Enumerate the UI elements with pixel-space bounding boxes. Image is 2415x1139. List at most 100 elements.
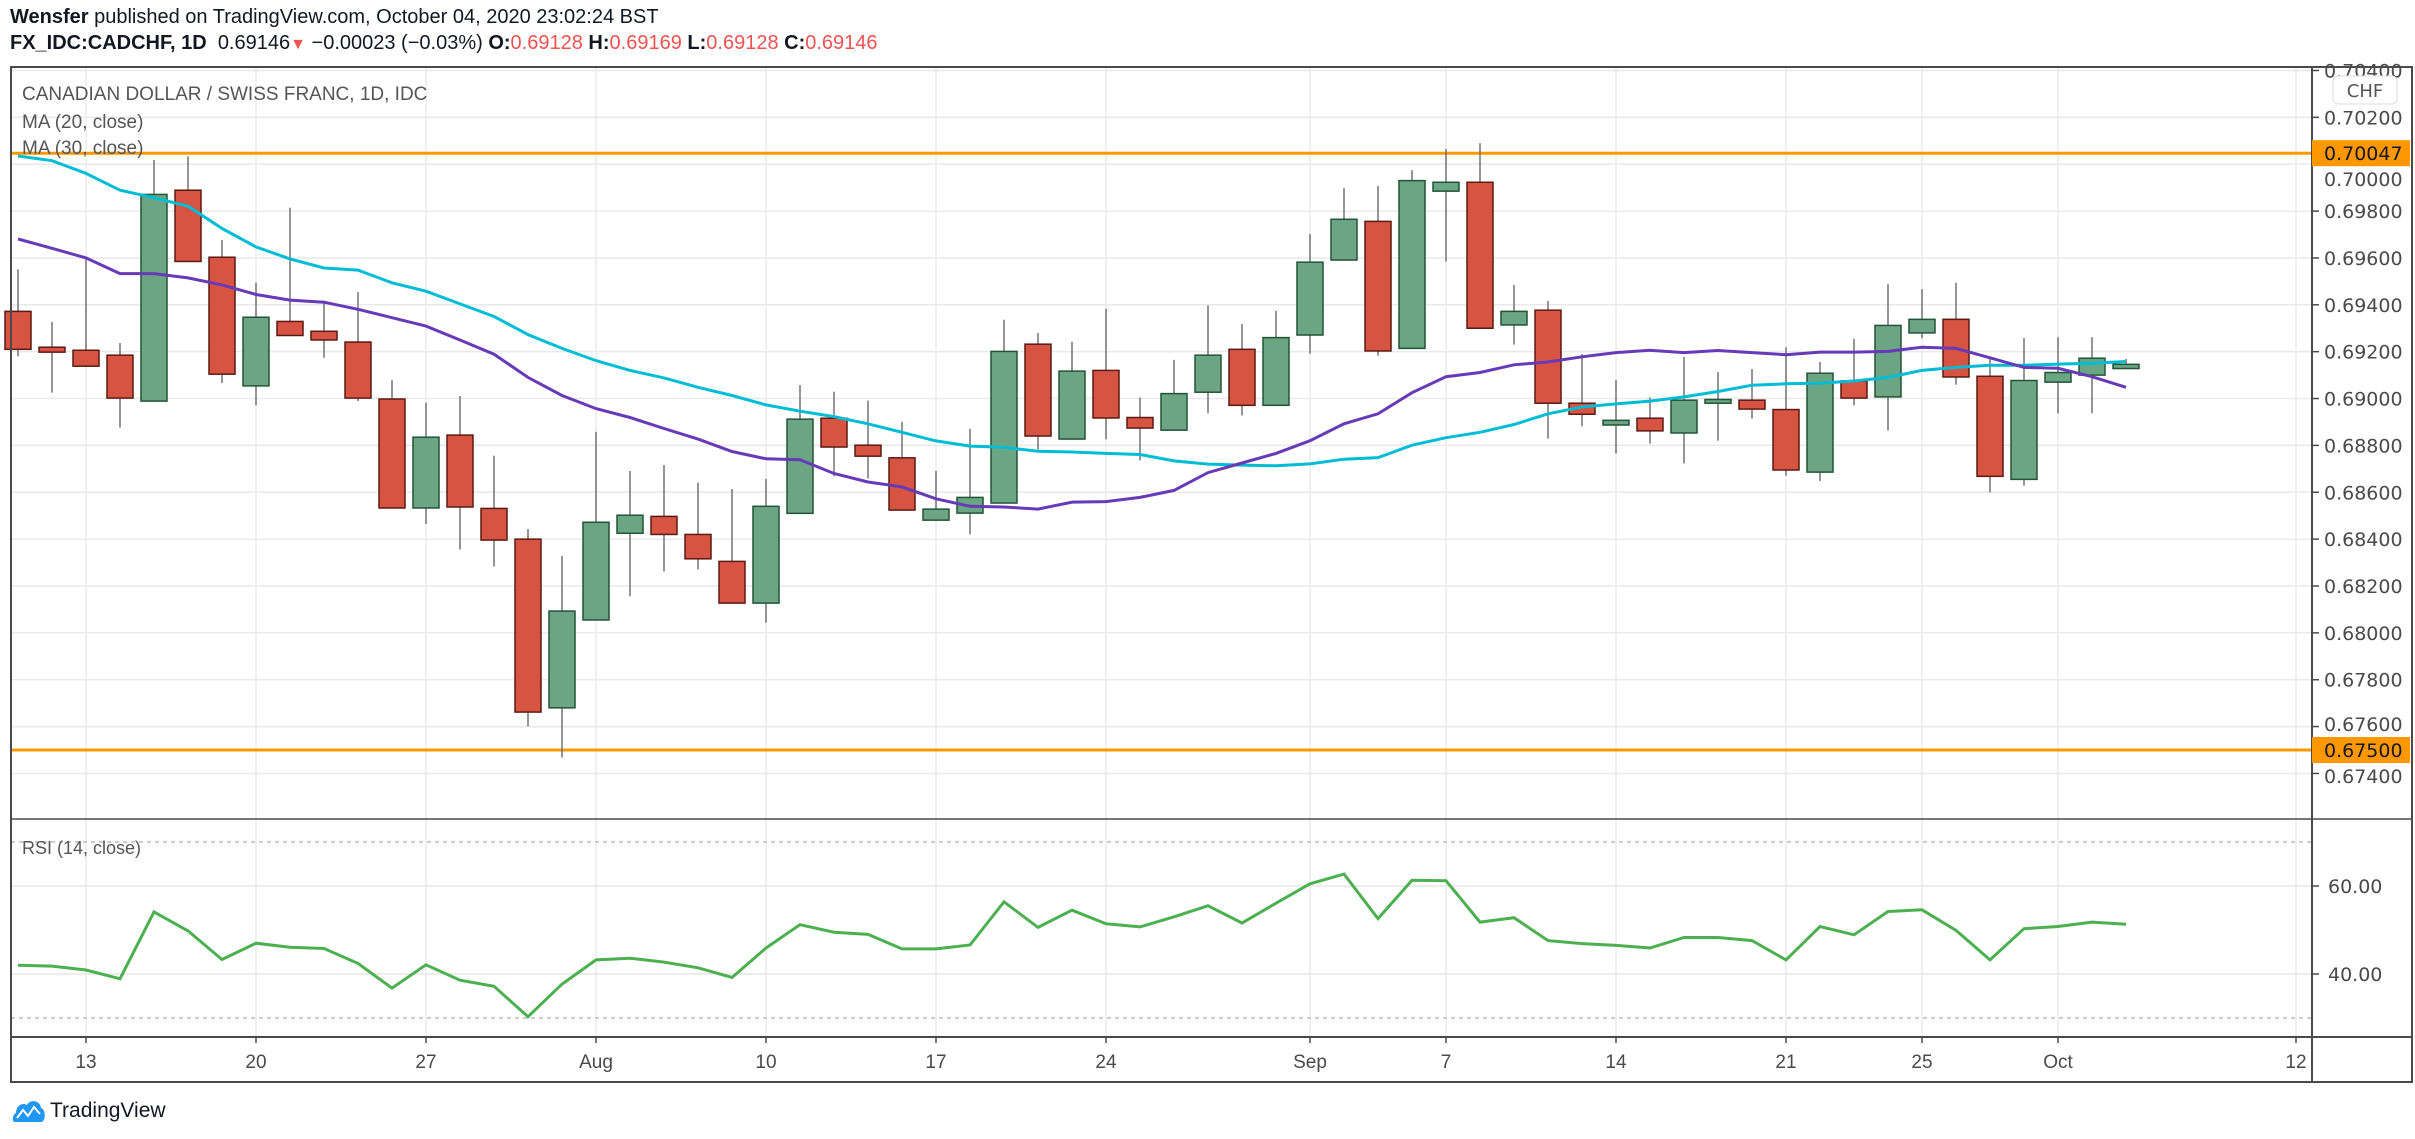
price-tick-label: 0.69800 bbox=[2324, 201, 2403, 223]
candle-up[interactable] bbox=[412, 436, 440, 509]
candle-down[interactable] bbox=[650, 515, 678, 536]
price-level-label: 0.67500 bbox=[2324, 740, 2403, 762]
candle-down[interactable] bbox=[1092, 369, 1120, 419]
candle-down[interactable] bbox=[1466, 181, 1494, 329]
candle-down[interactable] bbox=[888, 457, 916, 511]
candle-down[interactable] bbox=[684, 533, 712, 560]
candle-down[interactable] bbox=[1364, 220, 1392, 352]
candle-up[interactable] bbox=[990, 350, 1018, 504]
candle-up[interactable] bbox=[1398, 179, 1426, 350]
price-tick-label: 0.70000 bbox=[2324, 169, 2403, 191]
price-tick-label: 0.67600 bbox=[2324, 714, 2403, 736]
candle-down[interactable] bbox=[310, 330, 338, 341]
candle-up[interactable] bbox=[140, 193, 168, 402]
price-level-badge bbox=[2312, 140, 2410, 167]
rsi-legend[interactable]: RSI (14, close) bbox=[22, 838, 141, 858]
candle-up[interactable] bbox=[1874, 324, 1902, 398]
candle-up[interactable] bbox=[616, 514, 644, 535]
candle-down[interactable] bbox=[72, 349, 100, 367]
time-tick-label: 25 bbox=[1911, 1052, 1932, 1073]
time-tick-label: 7 bbox=[1441, 1052, 1452, 1073]
price-tick-label: 0.67400 bbox=[2324, 766, 2403, 788]
publish-info: Wensfer published on TradingView.com, Oc… bbox=[10, 6, 659, 29]
candle-down[interactable] bbox=[1024, 343, 1052, 437]
candle-down[interactable] bbox=[1126, 416, 1154, 429]
price-level-label: 0.70047 bbox=[2324, 143, 2403, 165]
candle-up[interactable] bbox=[548, 610, 576, 709]
candle-up[interactable] bbox=[2044, 371, 2072, 383]
candle-up[interactable] bbox=[582, 521, 610, 621]
price-tick-label: 0.68800 bbox=[2324, 435, 2403, 457]
candle-up[interactable] bbox=[922, 508, 950, 521]
ma30-line bbox=[17, 154, 2127, 468]
time-tick-label: 21 bbox=[1775, 1052, 1796, 1073]
open-label: O: bbox=[488, 32, 511, 54]
candle-down[interactable] bbox=[208, 256, 236, 375]
candle-down[interactable] bbox=[854, 444, 882, 457]
candle-up[interactable] bbox=[2112, 363, 2140, 370]
time-tick-label: 13 bbox=[75, 1052, 96, 1073]
axes: 0.704000.702000.700000.698000.696000.694… bbox=[10, 60, 2413, 1083]
ma20-legend[interactable]: MA (20, close) bbox=[22, 112, 143, 133]
tradingview-cloud-icon bbox=[12, 1101, 45, 1122]
candle-down[interactable] bbox=[1228, 348, 1256, 407]
candle-up[interactable] bbox=[2078, 357, 2106, 376]
candle-down[interactable] bbox=[820, 417, 848, 448]
candle-down[interactable] bbox=[106, 354, 134, 399]
tradingview-logo[interactable]: TradingView bbox=[12, 1098, 166, 1124]
candle-down[interactable] bbox=[446, 434, 474, 508]
candle-up[interactable] bbox=[1670, 399, 1698, 434]
close-label: C: bbox=[784, 32, 806, 54]
candle-up[interactable] bbox=[242, 316, 270, 387]
candle-up[interactable] bbox=[1296, 261, 1324, 336]
time-tick-label: Sep bbox=[1293, 1052, 1327, 1073]
high-label: H: bbox=[588, 32, 610, 54]
candle-up[interactable] bbox=[1602, 419, 1630, 426]
candle-down[interactable] bbox=[276, 320, 304, 337]
candle-up[interactable] bbox=[1194, 354, 1222, 393]
candle-down[interactable] bbox=[480, 507, 508, 541]
candle-up[interactable] bbox=[1160, 392, 1188, 431]
price-level-badge bbox=[2312, 737, 2410, 764]
candle-down[interactable] bbox=[4, 310, 32, 351]
author-name[interactable]: Wensfer bbox=[10, 6, 89, 28]
candle-up[interactable] bbox=[1432, 181, 1460, 192]
horizontal-levels[interactable] bbox=[11, 151, 2312, 752]
candle-down[interactable] bbox=[1840, 380, 1868, 399]
ma30-legend[interactable]: MA (30, close) bbox=[22, 138, 143, 159]
rsi-pane bbox=[17, 872, 2127, 1019]
chart-frame bbox=[10, 66, 2413, 1083]
candle-down[interactable] bbox=[1738, 399, 1766, 410]
candle-down[interactable] bbox=[378, 398, 406, 509]
down-arrow-icon: ▼ bbox=[290, 36, 306, 53]
candle-down[interactable] bbox=[1534, 309, 1562, 404]
candle-down[interactable] bbox=[1636, 417, 1664, 432]
candle-down[interactable] bbox=[1976, 375, 2004, 478]
candle-up[interactable] bbox=[1330, 218, 1358, 261]
candle-down[interactable] bbox=[718, 560, 746, 604]
low-value: 0.69128 bbox=[706, 32, 779, 54]
candle-up[interactable] bbox=[752, 505, 780, 604]
candle-down[interactable] bbox=[1772, 408, 1800, 471]
currency-badge[interactable] bbox=[2332, 75, 2398, 105]
candle-up[interactable] bbox=[1262, 336, 1290, 407]
price-tick-label: 0.68200 bbox=[2324, 576, 2403, 598]
candle-down[interactable] bbox=[344, 341, 372, 399]
rsi-tick-label: 60.00 bbox=[2328, 876, 2382, 898]
candle-down[interactable] bbox=[174, 189, 202, 263]
candle-down[interactable] bbox=[38, 346, 66, 353]
candle-up[interactable] bbox=[1704, 398, 1732, 404]
grid-lines bbox=[11, 67, 2312, 1037]
candle-up[interactable] bbox=[1908, 318, 1936, 334]
price-tick-label: 0.69600 bbox=[2324, 248, 2403, 270]
price-tick-label: 0.68000 bbox=[2324, 623, 2403, 645]
candle-up[interactable] bbox=[2010, 379, 2038, 481]
candle-up[interactable] bbox=[1500, 310, 1528, 326]
price-tick-label: 0.68400 bbox=[2324, 529, 2403, 551]
candle-up[interactable] bbox=[1058, 370, 1086, 440]
candle-up[interactable] bbox=[786, 418, 814, 515]
candle-down[interactable] bbox=[514, 538, 542, 713]
price-change: −0.00023 (−0.03%) bbox=[311, 32, 483, 54]
candle-up[interactable] bbox=[1806, 372, 1834, 473]
